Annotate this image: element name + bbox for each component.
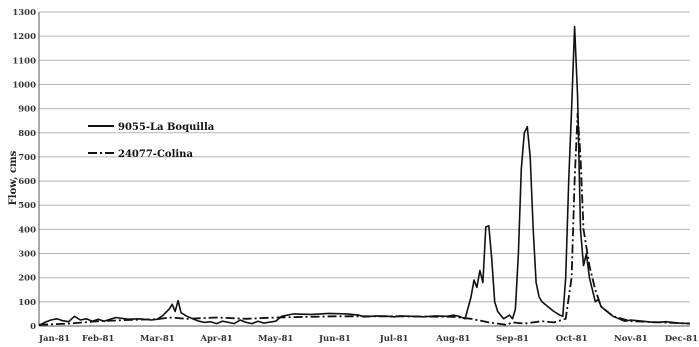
legend-label: 24077-Colina xyxy=(118,149,193,160)
y-tick-label: 300 xyxy=(18,250,36,260)
x-tick-labels: Jan-81 Feb-81 Mar-81 Apr-81 May-81 Jun-81 Jul-… xyxy=(38,334,698,344)
x-tick-label: May-81 xyxy=(258,334,293,344)
y-tick-label: 1000 xyxy=(12,80,36,90)
x-tick-label: Mar-81 xyxy=(140,334,175,344)
y-tick-label: 500 xyxy=(18,201,36,211)
x-tick-label: Sep-81 xyxy=(496,334,529,344)
x-tick-label: Jul-81 xyxy=(379,334,409,344)
y-tick-label: 400 xyxy=(18,225,36,235)
legend: 9055-La Boquilla 24077-Colina xyxy=(88,122,215,160)
y-tick-label: 1200 xyxy=(12,32,36,42)
x-tick-label: Jun-81 xyxy=(318,334,351,344)
x-tick-label: Dec-81 xyxy=(665,334,698,344)
y-tick-label: 100 xyxy=(18,298,36,308)
x-tick-label: Aug-81 xyxy=(435,334,470,344)
legend-label: 9055-La Boquilla xyxy=(118,122,215,133)
y-tick-labels: 0 100 200 300 400 500 600 700 800 900 1000 1100 1200… xyxy=(12,8,36,332)
y-tick-label: 0 xyxy=(30,322,36,332)
y-tick-label: 1100 xyxy=(12,56,36,66)
y-tick-label: 1300 xyxy=(12,8,36,18)
y-tick-label: 900 xyxy=(18,105,36,115)
y-tick-label: 600 xyxy=(18,177,36,187)
y-tick-label: 200 xyxy=(18,274,36,284)
gridlines xyxy=(39,11,690,303)
y-tick-label: 800 xyxy=(18,129,36,139)
series-line-colina xyxy=(38,112,691,326)
x-tick-label: Jan-81 xyxy=(38,334,70,344)
x-tick-label: Feb-81 xyxy=(82,334,114,344)
y-tick-label: 700 xyxy=(18,153,36,163)
axes xyxy=(38,12,690,327)
series-lines xyxy=(38,25,691,327)
series-line-la-boquilla xyxy=(38,25,691,327)
x-tick-label: Oct-81 xyxy=(556,334,588,344)
x-tick-label: Apr-81 xyxy=(199,334,232,344)
y-axis-title: Flow, cms xyxy=(8,150,19,205)
x-tick-label: Nov-81 xyxy=(614,334,648,344)
